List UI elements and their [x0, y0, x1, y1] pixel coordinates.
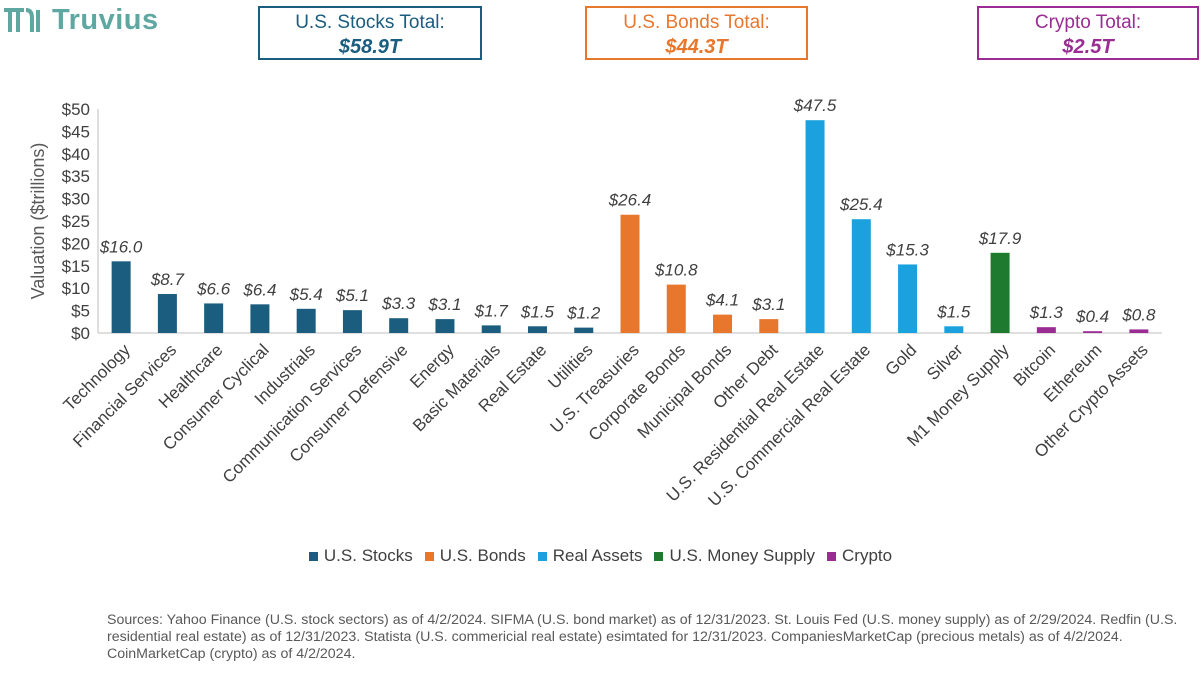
data-label-u-s-commercial-real-estate: $25.4 — [839, 195, 883, 214]
data-label-healthcare: $6.6 — [196, 279, 231, 298]
bar-consumer-defensive — [389, 318, 409, 333]
y-tick-label: $0 — [71, 324, 90, 343]
y-tick-label: $15 — [62, 257, 90, 276]
bar-real-estate — [527, 326, 547, 333]
legend-label: U.S. Stocks — [323, 546, 413, 565]
y-tick-label: $40 — [62, 145, 90, 164]
brand-logo: Truvius — [2, 4, 159, 37]
legend-swatch — [827, 551, 836, 561]
data-label-other-crypto-assets: $0.8 — [1121, 305, 1156, 324]
bar-basic-materials — [481, 325, 501, 333]
y-tick-label: $35 — [62, 167, 90, 186]
bar-financial-services — [157, 294, 177, 333]
legend-label: Crypto — [842, 546, 893, 565]
bonds-total-box: U.S. Bonds Total: $44.3T — [585, 6, 808, 60]
data-label-gold: $15.3 — [885, 240, 929, 259]
bar-silver — [944, 326, 964, 333]
data-label-bitcoin: $1.3 — [1029, 303, 1064, 322]
legend-item-real-assets: Real Assets — [537, 546, 643, 566]
bar-consumer-cyclical — [250, 304, 270, 333]
legend-label: U.S. Money Supply — [669, 546, 815, 565]
bonds-total-value: $44.3T — [665, 36, 728, 58]
chart-legend: U.S. Stocks U.S. Bonds Real Assets U.S. … — [0, 546, 1201, 566]
data-label-basic-materials: $1.7 — [474, 301, 509, 320]
bar-m1-money-supply — [990, 252, 1010, 333]
bar-gold — [898, 264, 918, 333]
data-label-other-debt: $3.1 — [751, 295, 785, 314]
bar-industrials — [296, 308, 316, 333]
bar-healthcare — [204, 303, 224, 333]
legend-swatch — [424, 551, 434, 561]
bar-ethereum — [1083, 331, 1103, 333]
bar-technology — [111, 261, 131, 333]
legend-item-crypto: Crypto — [827, 546, 892, 566]
data-label-u-s-residential-real-estate: $47.5 — [793, 96, 837, 115]
y-tick-label: $30 — [62, 190, 90, 209]
y-tick-label: $25 — [62, 212, 90, 231]
y-tick-label: $50 — [62, 100, 90, 119]
data-label-u-s-treasuries: $26.4 — [608, 191, 652, 210]
crypto-total-box: Crypto Total: $2.5T — [977, 6, 1199, 60]
bar-bitcoin — [1036, 327, 1056, 333]
data-label-consumer-defensive: $3.3 — [381, 294, 416, 313]
data-label-m1-money-supply: $17.9 — [978, 229, 1022, 248]
crypto-total-value: $2.5T — [1062, 36, 1114, 58]
brand-name: Truvius — [52, 4, 159, 36]
legend-swatch — [537, 551, 547, 561]
data-label-municipal-bonds: $4.1 — [705, 291, 739, 310]
legend-item-money-supply: U.S. Money Supply — [654, 546, 815, 566]
data-label-consumer-cyclical: $6.4 — [242, 280, 276, 299]
y-tick-label: $5 — [71, 302, 90, 321]
data-label-industrials: $5.4 — [289, 285, 323, 304]
x-tick-label-silver: Silver — [923, 340, 967, 384]
sources-note: Sources: Yahoo Finance (U.S. stock secto… — [107, 612, 1178, 662]
y-axis-title: Valuation ($trillions) — [28, 143, 48, 300]
bar-u-s-residential-real-estate — [805, 120, 825, 333]
bar-municipal-bonds — [713, 314, 733, 333]
y-tick-label: $10 — [62, 279, 90, 298]
bar-communication-services — [342, 310, 362, 333]
legend-swatch — [308, 551, 318, 561]
bar-other-crypto-assets — [1129, 329, 1149, 333]
data-label-technology: $16.0 — [99, 237, 143, 256]
legend-label: Real Assets — [552, 546, 643, 565]
bonds-total-label: U.S. Bonds Total: — [623, 12, 770, 33]
legend-item-us-stocks: U.S. Stocks — [308, 546, 413, 566]
truvius-logo-icon — [4, 7, 40, 32]
bar-u-s-commercial-real-estate — [851, 219, 871, 333]
legend-swatch — [654, 551, 664, 561]
crypto-total-label: Crypto Total: — [1034, 12, 1142, 33]
data-label-corporate-bonds: $10.8 — [654, 261, 698, 280]
legend-label: U.S. Bonds — [439, 546, 526, 565]
bar-energy — [435, 319, 455, 333]
data-label-energy: $3.1 — [427, 295, 461, 314]
stocks-total-value: $58.9T — [338, 36, 402, 58]
stocks-total-label: U.S. Stocks Total: — [295, 12, 445, 33]
data-label-utilities: $1.2 — [566, 304, 601, 323]
data-label-financial-services: $8.7 — [150, 270, 185, 289]
data-label-real-estate: $1.5 — [520, 302, 555, 321]
x-tick-label-gold: Gold — [882, 340, 921, 379]
legend-item-us-bonds: U.S. Bonds — [424, 546, 526, 566]
y-tick-label: $20 — [62, 234, 90, 253]
data-label-communication-services: $5.1 — [335, 286, 369, 305]
data-label-ethereum: $0.4 — [1075, 307, 1109, 326]
valuation-bar-chart: Valuation ($trillions) $0 $5 $10 $15 $20 $25 $3… — [28, 96, 1162, 510]
bar-u-s-treasuries — [620, 214, 640, 333]
y-tick-label: $45 — [62, 122, 90, 141]
bar-corporate-bonds — [666, 284, 686, 333]
bar-utilities — [574, 327, 594, 333]
stocks-total-box: U.S. Stocks Total: $58.9T — [258, 6, 482, 60]
data-label-silver: $1.5 — [936, 302, 971, 321]
bar-other-debt — [759, 319, 779, 333]
